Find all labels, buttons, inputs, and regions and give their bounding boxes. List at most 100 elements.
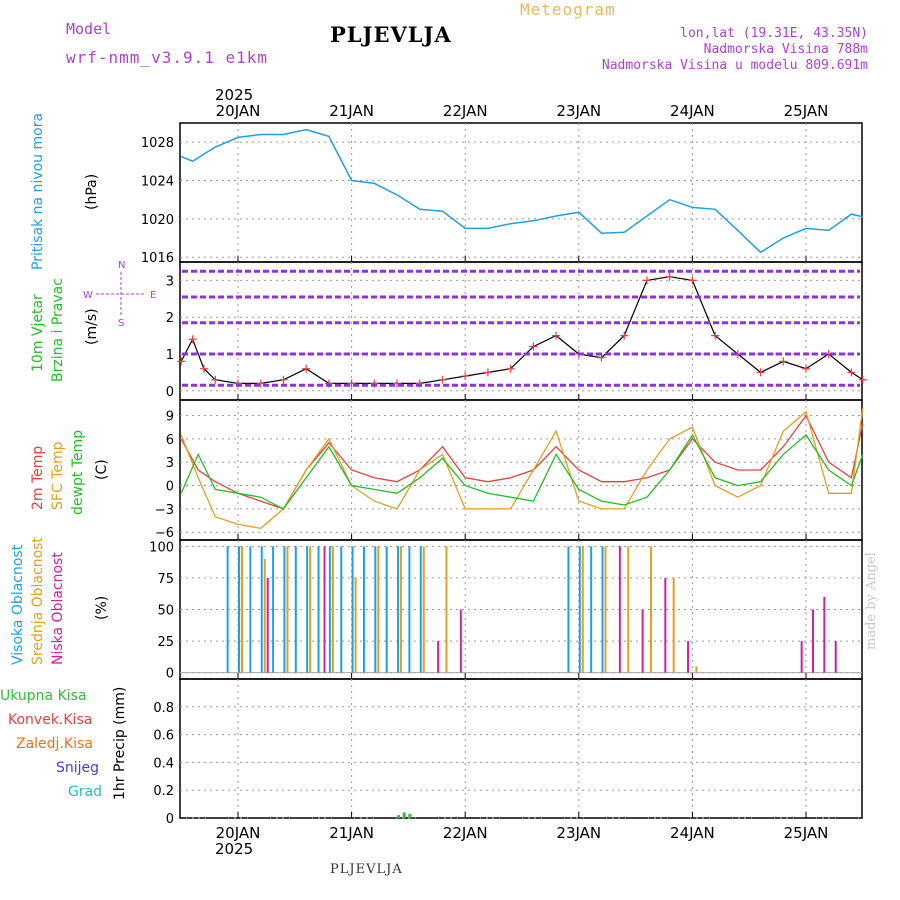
precip-legend-konvek: Konvek.Kisa [8, 712, 92, 728]
lonlat-label: lon,lat (19.31E, 43.35N) [680, 26, 868, 41]
precip-legend-ukupna: Ukupna Kisa [0, 688, 87, 704]
cloud-bar-0-4 [272, 546, 275, 673]
day-label-bottom-4: 24JAN [670, 824, 715, 842]
day-label-bottom-3: 23JAN [556, 824, 601, 842]
cloud-bar-2-5 [641, 609, 644, 673]
cloud-bar-0-12 [362, 546, 365, 673]
cloud-bar-2-3 [459, 609, 462, 673]
cloud-bar-1-14 [672, 577, 675, 673]
ytick-1-2: 2 [166, 311, 174, 326]
cloud-bar-0-16 [408, 546, 411, 673]
day-label-bottom-0: 20JAN [216, 824, 261, 842]
model-name: wrf-nmm_v3.9.1 e1km [66, 48, 269, 67]
pressure-ylabel: Pritisak na nivou mora [30, 113, 46, 270]
day-label-bottom-2: 22JAN [443, 824, 488, 842]
cloud-bar-2-10 [823, 596, 826, 673]
wind-point-16 [506, 364, 515, 373]
ytick-3-2: 50 [157, 604, 174, 619]
wind-point-1 [188, 335, 197, 344]
wind-point-2 [199, 364, 208, 373]
cloud-bar-1-9 [445, 546, 448, 673]
ytick-2-4: 6 [166, 433, 174, 448]
cloud-bar-1-2 [286, 546, 289, 673]
cloud-bar-1-7 [400, 546, 403, 673]
cloud-bar-2-0 [266, 577, 269, 673]
wind-point-25 [711, 331, 720, 340]
cloud-bar-0-9 [328, 546, 331, 673]
model-label: Model [66, 20, 112, 38]
cloud-bar-1-13 [649, 546, 652, 673]
wind-point-3 [211, 375, 220, 384]
day-label-top-0: 20JAN [216, 102, 261, 120]
precip-bar-0-1 [402, 812, 406, 818]
ytick-0-0: 1016 [141, 251, 174, 266]
compass-w: W [83, 290, 93, 301]
cloud-bar-0-13 [374, 546, 377, 673]
ytick-4-1: 0.2 [153, 784, 174, 799]
panel-frame-0 [179, 122, 863, 263]
wind-point-22 [642, 276, 651, 285]
ytick-3-3: 75 [157, 572, 174, 587]
compass-s: S [118, 318, 124, 329]
cloud-bar-1-11 [604, 546, 607, 673]
wind-unit: (m/s) [84, 308, 100, 345]
cloud-bar-1-10 [581, 546, 584, 673]
cloud-bar-0-19 [578, 546, 581, 673]
pressure-line [180, 128, 863, 254]
chart-title: PLJEVLJA [330, 22, 452, 47]
ytick-2-3: 3 [166, 456, 174, 471]
cloud-bar-2-8 [800, 641, 803, 673]
wind-speed-line [180, 276, 864, 384]
wind-point-18 [552, 331, 561, 340]
cloud-bar-0-7 [306, 546, 309, 673]
cloud-bar-2-6 [664, 577, 667, 673]
precip-unit: 1hr Precip (mm) [112, 687, 128, 800]
wind-point-32 [858, 375, 867, 384]
ytick-0-2: 1024 [141, 175, 174, 190]
cloud-bar-2-9 [812, 609, 814, 673]
day-label-top-2: 22JAN [443, 102, 488, 120]
wind-point-13 [438, 375, 447, 384]
ytick-2-2: 0 [166, 480, 174, 495]
ytick-2-5: 9 [166, 410, 174, 425]
wind-point-29 [802, 364, 810, 373]
wind-point-24 [688, 276, 697, 285]
ytick-1-1: 1 [166, 348, 174, 363]
pressure-unit: (hPa) [84, 174, 100, 210]
ytick-1-0: 0 [166, 385, 174, 400]
cloud-bar-1-5 [354, 577, 357, 673]
cloud-bar-1-15 [695, 666, 698, 673]
cloud-unit: (%) [94, 596, 110, 620]
year-bottom: 2025 [215, 840, 253, 858]
cloud-bar-1-12 [627, 546, 630, 673]
cloud-bar-1-1 [263, 558, 266, 673]
precip-legend-grad: Grad [68, 784, 102, 800]
cloud-bar-0-14 [385, 546, 388, 673]
cloud-bar-0-8 [317, 546, 320, 673]
wind-point-28 [779, 357, 788, 366]
ytick-4-4: 0.8 [153, 701, 174, 716]
cloud-label-2: Srednja Oblacnost [30, 537, 46, 665]
wind-point-0 [177, 357, 186, 366]
elevation-label: Nadmorska Visina 788m [703, 42, 868, 57]
cloud-bar-1-6 [377, 546, 380, 673]
ytick-0-1: 1020 [141, 213, 174, 228]
ytick-2-1: −3 [155, 503, 174, 518]
cloud-bar-0-11 [351, 546, 354, 673]
day-label-top-4: 24JAN [670, 102, 715, 120]
precip-bar-0-2 [408, 813, 412, 818]
panel-frame-4 [179, 678, 863, 819]
ytick-3-0: 0 [166, 667, 174, 682]
wind-point-17 [529, 342, 538, 351]
day-label-bottom-1: 21JAN [329, 824, 374, 842]
cloud-bar-0-5 [283, 546, 286, 673]
ytick-4-3: 0.6 [153, 729, 174, 744]
ytick-2-0: −6 [155, 526, 174, 541]
wind-point-11 [393, 379, 402, 388]
cloud-bar-0-10 [340, 546, 343, 673]
cloud-bar-1-0 [241, 546, 243, 673]
precip-bar-0-0 [397, 815, 401, 818]
temp-line-2 [180, 433, 864, 510]
day-label-bottom-5: 25JAN [784, 824, 829, 842]
day-label-top-5: 25JAN [784, 102, 829, 120]
